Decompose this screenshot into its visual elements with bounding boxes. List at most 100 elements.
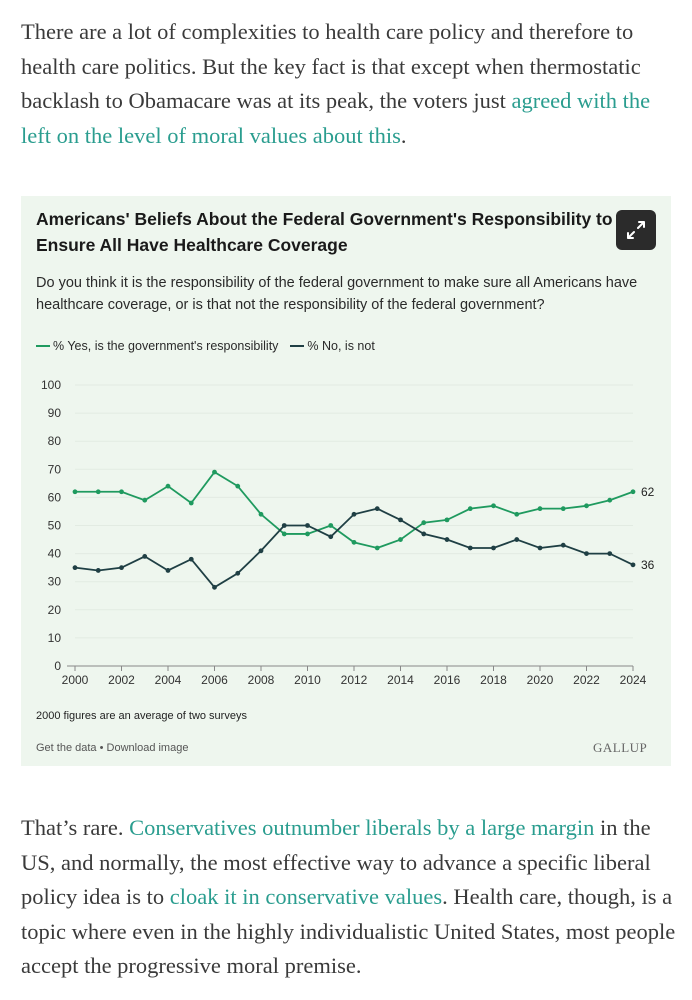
chart-footnote: 2000 figures are an average of two surve… [36,710,247,722]
point-no-2001 [95,568,101,573]
point-yes-2004 [165,483,171,489]
x-tick-label-2006: 2006 [201,673,228,687]
point-no-2003 [142,554,148,559]
x-tick-label-2012: 2012 [341,673,368,687]
chart-links: Get the data • Download image [36,742,188,754]
x-tick-label-2008: 2008 [248,673,275,687]
point-no-2013 [374,506,380,512]
point-yes-2011 [328,523,334,528]
point-no-2000 [72,565,78,571]
point-no-2006 [212,584,217,590]
point-no-2020 [537,545,543,551]
chart-card: Americans' Beliefs About the Federal Gov… [21,196,671,766]
point-yes-2019 [514,511,520,517]
legend-swatch-no [290,345,305,347]
point-yes-2008 [258,511,264,517]
point-yes-2002 [119,489,124,495]
p2-text-3: . Health care, though, is a topic where … [21,884,676,978]
series-line-yes [75,470,634,549]
point-yes-2015 [421,520,427,526]
point-yes-2010 [305,531,310,537]
point-yes-2018 [491,503,496,509]
y-tick-label-70: 70 [48,462,62,476]
y-tick-label-40: 40 [48,547,62,561]
y-tick-label-90: 90 [48,406,62,420]
point-no-2018 [491,545,496,551]
point-no-2012 [351,511,357,517]
gallup-logo: GALLUP [593,740,648,755]
x-tick-label-2018: 2018 [480,673,507,687]
point-yes-2013 [374,545,380,551]
end-label-yes: 62 [641,485,655,499]
chart-title: Americans' Beliefs About the Federal Gov… [36,206,671,258]
legend-label-yes: % Yes, is the government's responsibilit… [53,339,279,353]
y-tick-label-30: 30 [48,575,62,589]
legend-item-no: % No, is not [290,339,375,353]
point-yes-2022 [584,503,589,509]
point-yes-2020 [537,506,543,512]
x-tick-label-2024: 2024 [620,673,647,687]
x-tick-label-2020: 2020 [527,673,554,687]
point-yes-2007 [235,483,241,489]
conservatives-outnumber-link[interactable]: Conservatives outnumber liberals by a la… [129,815,595,840]
point-no-2019 [514,537,520,542]
line-chart: 0 10 20 30 40 50 60 70 80 90 100 2000 2002 2004 2006 20… [41,378,655,687]
point-yes-2012 [351,539,357,545]
expand-icon [627,221,645,239]
x-tick-label-2016: 2016 [434,673,461,687]
point-yes-2005 [188,500,194,506]
p2-text-1: That’s rare. [21,815,130,840]
article-paragraph-1: There are a lot of complexities to healt… [21,15,676,153]
x-tick-label-2002: 2002 [108,673,135,687]
p2-text-2: in the US, and normally, the most effect… [21,815,651,909]
end-label-no: 36 [641,558,655,572]
point-yes-2017 [467,506,473,512]
chart-question: Do you think it is the responsibility of… [36,275,638,313]
chart-title-line-1: Americans' Beliefs About the Federal Gov… [36,209,613,229]
moral-values-link[interactable]: agreed with the left on the level of mor… [21,88,651,148]
point-yes-2024 [630,489,636,495]
point-yes-2021 [560,506,566,512]
point-yes-2016 [444,517,450,523]
point-no-2002 [119,565,124,571]
chart-legend: % Yes, is the government's responsibilit… [36,339,375,353]
y-tick-label-100: 100 [41,378,61,392]
point-yes-2001 [95,489,101,495]
point-no-2008 [258,548,264,554]
x-tick-label-2022: 2022 [573,673,600,687]
point-no-2015 [421,531,427,537]
point-no-2005 [188,556,194,562]
get-data-link[interactable]: Get the data [36,742,97,754]
point-no-2014 [398,517,403,523]
y-tick-label-60: 60 [48,490,62,504]
series-line-no [74,507,634,589]
legend-swatch-yes [36,345,50,347]
point-no-2017 [467,545,473,551]
chart-title-line-2: Ensure All Have Healthcare Coverage [36,235,348,255]
point-yes-2000 [72,489,78,495]
point-yes-2003 [142,497,148,503]
point-yes-2014 [398,537,403,542]
point-no-2024 [630,562,636,568]
point-no-2021 [560,542,566,548]
point-yes-2023 [607,497,613,503]
download-image-link[interactable]: Download image [106,742,189,754]
p1-text: There are a lot of complexities to healt… [21,19,641,113]
point-no-2023 [607,551,613,556]
cloak-conservative-values-link[interactable]: cloak it in conservative values [169,884,443,909]
y-tick-label-80: 80 [48,434,62,448]
expand-button[interactable] [616,210,656,250]
point-no-2011 [328,534,334,540]
point-yes-2009 [281,531,287,537]
x-tick-label-2004: 2004 [155,673,182,687]
y-tick-label-10: 10 [48,631,62,645]
x-tick-label-2010: 2010 [294,673,321,687]
point-no-2022 [584,551,589,556]
point-no-2007 [235,570,241,576]
legend-item-yes: % Yes, is the government's responsibilit… [36,339,278,353]
y-tick-label-0: 0 [54,659,61,673]
point-no-2004 [165,568,171,573]
link-separator: • [96,742,107,754]
x-tick-label-2014: 2014 [387,673,414,687]
y-tick-label-20: 20 [48,603,62,617]
